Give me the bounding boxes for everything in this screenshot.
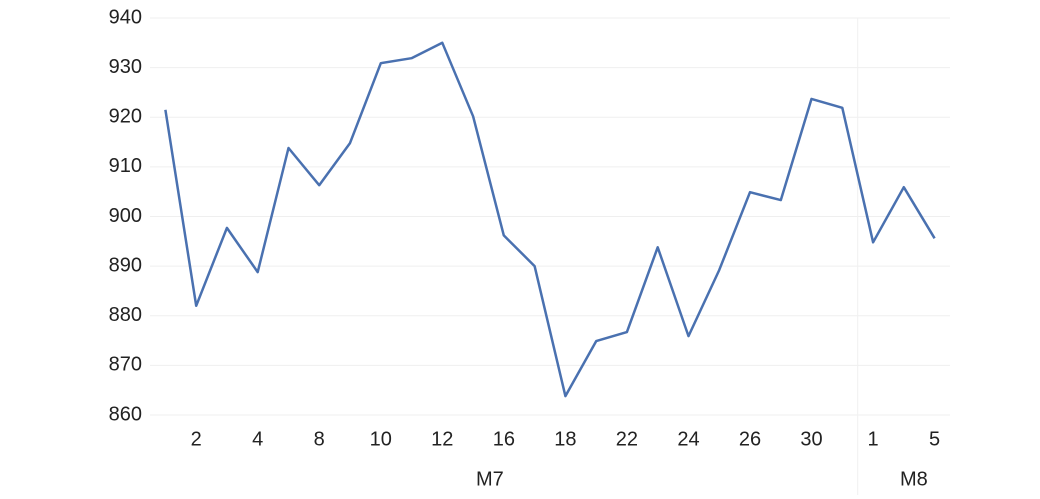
x-tick-label: 16 [493, 428, 515, 450]
x-tick-label: 18 [554, 428, 576, 450]
x-tick-label: 10 [370, 428, 392, 450]
x-tick-label: 4 [252, 428, 263, 450]
x-tick-label: 2 [191, 428, 202, 450]
x-tick-label: 1 [868, 428, 879, 450]
x-tick-label: 24 [677, 428, 699, 450]
group-label: M7 [476, 468, 504, 490]
x-tick-label: 26 [739, 428, 761, 450]
x-tick-label: 22 [616, 428, 638, 450]
y-tick-label: 910 [109, 155, 142, 177]
line-series [164, 41, 936, 398]
y-tick-label: 880 [109, 304, 142, 326]
y-tick-label: 870 [109, 354, 142, 376]
y-tick-label: 930 [109, 56, 142, 78]
y-tick-label: 900 [109, 205, 142, 227]
y-tick-label: 940 [109, 6, 142, 28]
x-tick-label: 5 [929, 428, 940, 450]
x-tick-label: 8 [314, 428, 325, 450]
y-tick-label: 920 [109, 106, 142, 128]
x-tick-label: 12 [431, 428, 453, 450]
x-tick-label: 30 [800, 428, 822, 450]
y-tick-label: 860 [109, 403, 142, 425]
group-label: M8 [900, 468, 928, 490]
y-tick-label: 890 [109, 254, 142, 276]
